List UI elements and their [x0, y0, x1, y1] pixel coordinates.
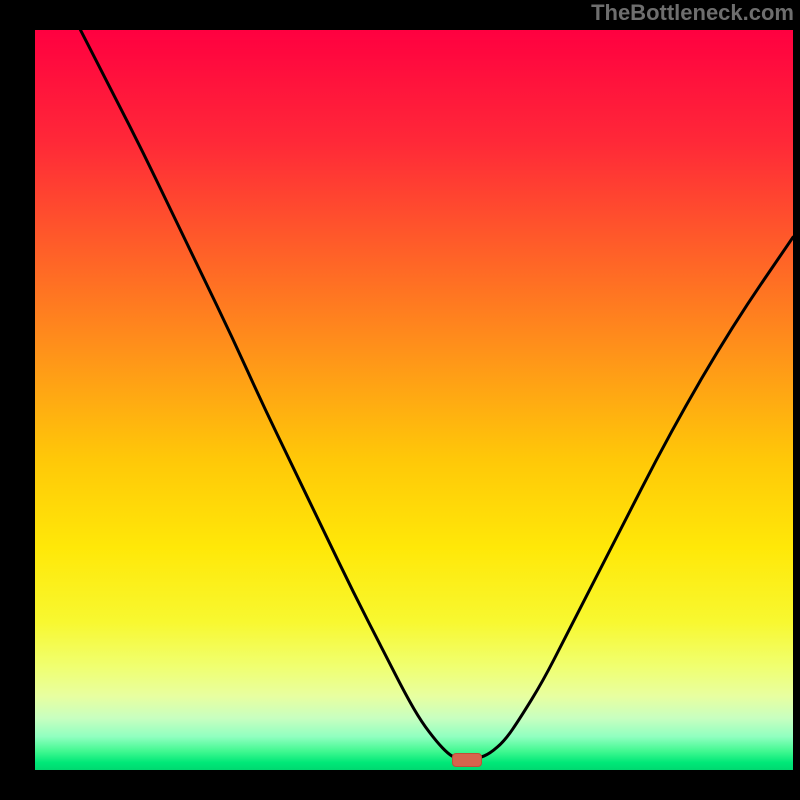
- gradient-field: [35, 30, 793, 770]
- chart-container: TheBottleneck.com: [0, 0, 800, 800]
- watermark-text: TheBottleneck.com: [591, 0, 794, 26]
- optimum-marker: [452, 753, 482, 767]
